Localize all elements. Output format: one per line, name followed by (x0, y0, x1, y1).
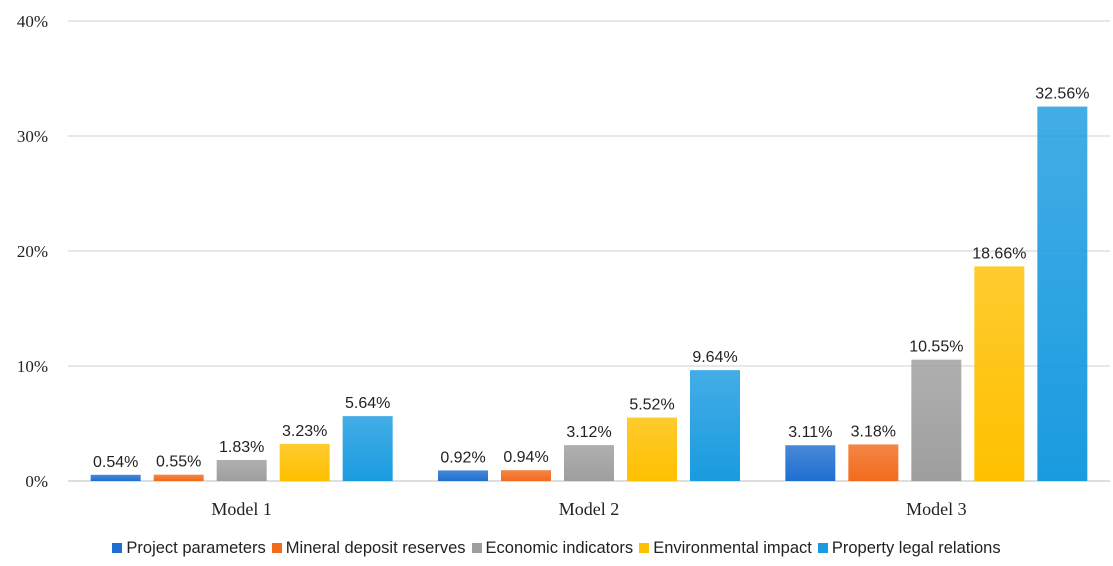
bar-model-2-mineral-deposit-reserves (501, 470, 551, 481)
data-labels: 0.54% 0.55% 1.83% 3.23% 5.64% 0.92% 0.94% 3.12%… (93, 86, 1089, 471)
bars (90, 106, 1088, 481)
y-axis-ticks: 0% 10% 20% 30% 40% (17, 12, 48, 491)
data-label: 3.11% (788, 424, 832, 441)
bar-model-1-project-parameters (90, 474, 141, 481)
legend-label: Economic indicators (485, 538, 634, 557)
legend-label: Environmental impact (653, 538, 812, 557)
data-label: 0.55% (156, 454, 201, 471)
legend-item: Property legal relations (817, 538, 1001, 558)
bar-model-2-environmental-impact (627, 417, 677, 481)
x-axis-categories: Model 1 Model 2 Model 3 (211, 499, 966, 519)
data-label: 1.83% (219, 439, 264, 456)
y-tick-label: 10% (17, 357, 48, 376)
legend-swatch (639, 543, 650, 553)
y-tick-label: 20% (17, 242, 48, 261)
data-label: 0.94% (503, 449, 548, 466)
bar-model-1-environmental-impact (279, 443, 330, 481)
data-label: 5.64% (345, 395, 390, 412)
bar-model-3-environmental-impact (974, 266, 1025, 481)
data-label: 3.18% (851, 423, 896, 440)
legend-item: Environmental impact (639, 539, 812, 558)
bar-model-1-economic-indicators (216, 459, 267, 481)
legend-label: Mineral deposit reserves (285, 538, 466, 557)
legend-item: Mineral deposit reserves (271, 538, 466, 558)
bar-model-3-project-parameters (785, 445, 836, 481)
data-label: 0.92% (440, 449, 485, 466)
data-label: 10.55% (909, 339, 963, 356)
data-label: 32.56% (1035, 86, 1089, 103)
data-label: 18.66% (972, 245, 1026, 262)
data-label: 3.12% (566, 424, 611, 441)
y-tick-label: 0% (25, 472, 48, 491)
bar-model-1-property-legal-relations (342, 416, 393, 481)
category-label: Model 3 (906, 499, 967, 519)
category-label: Model 1 (211, 499, 272, 519)
bar-model-2-project-parameters (438, 470, 488, 481)
legend-label: Project parameters (126, 538, 266, 557)
data-label: 9.64% (692, 349, 737, 366)
legend: Project parameters Mineral deposit reserv… (0, 536, 1113, 560)
data-label: 0.54% (93, 454, 138, 471)
bar-model-3-property-legal-relations (1037, 106, 1088, 481)
legend-item: Project parameters (112, 538, 266, 558)
bar-model-2-property-legal-relations (690, 370, 740, 481)
y-tick-label: 30% (17, 127, 48, 146)
legend-label: Property legal relations (831, 538, 1001, 557)
bar-model-3-economic-indicators (911, 359, 962, 481)
legend-swatch (817, 543, 828, 553)
legend-swatch (471, 543, 482, 553)
bar-model-1-mineral-deposit-reserves (153, 474, 204, 481)
bar-model-2-economic-indicators (564, 445, 614, 481)
data-label: 3.23% (282, 423, 327, 440)
bar-model-3-mineral-deposit-reserves (848, 444, 899, 481)
legend-item: Economic indicators (471, 538, 634, 558)
legend-swatch (112, 543, 123, 553)
bar-chart: 0% 10% 20% 30% 40% 0.54% 0.55% 1.83% 3.23% 5.64%… (17, 12, 1110, 519)
legend-swatch (271, 543, 282, 553)
y-tick-label: 40% (17, 12, 48, 31)
data-label: 5.52% (629, 397, 674, 414)
category-label: Model 2 (559, 499, 620, 519)
